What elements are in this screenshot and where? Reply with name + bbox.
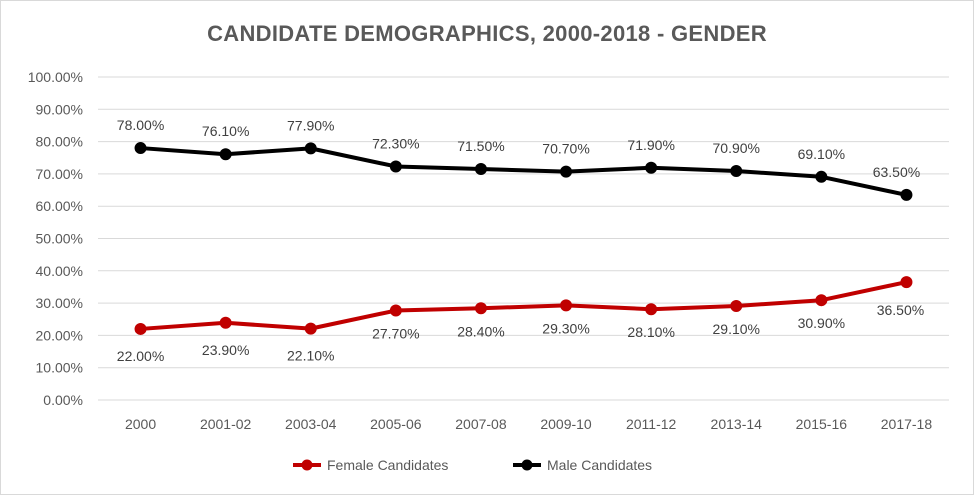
data-point — [219, 148, 232, 161]
series-line — [138, 280, 909, 331]
data-point — [304, 142, 317, 155]
data-point — [900, 188, 913, 201]
series-line — [138, 146, 909, 197]
x-tick-label: 2007-08 — [455, 416, 507, 432]
data-point — [645, 161, 658, 174]
data-label: 36.50% — [877, 302, 924, 318]
y-tick-label: 10.00% — [36, 360, 83, 376]
data-label: 78.00% — [117, 117, 164, 133]
y-tick-label: 0.00% — [43, 392, 83, 408]
x-tick-label: 2001-02 — [200, 416, 252, 432]
data-point — [474, 163, 487, 176]
y-tick-label: 70.00% — [36, 166, 83, 182]
x-tick-label: 2015-16 — [796, 416, 848, 432]
y-tick-label: 100.00% — [28, 69, 83, 85]
data-point — [560, 165, 573, 178]
y-tick-label: 40.00% — [36, 263, 83, 279]
data-label: 71.90% — [627, 137, 674, 153]
data-label: 23.90% — [202, 342, 249, 358]
data-label: 30.90% — [798, 315, 845, 331]
data-point — [815, 294, 828, 307]
data-label: 29.10% — [713, 321, 760, 337]
y-tick-label: 20.00% — [36, 327, 83, 343]
data-point — [134, 142, 147, 155]
data-point — [645, 303, 658, 316]
data-label: 77.90% — [287, 117, 334, 133]
x-tick-label: 2011-12 — [626, 416, 677, 432]
x-tick-label: 2003-04 — [285, 416, 337, 432]
legend-label: Male Candidates — [547, 457, 652, 473]
data-label: 70.70% — [542, 141, 589, 157]
data-label: 28.10% — [627, 324, 674, 340]
data-label: 22.10% — [287, 348, 334, 364]
x-tick-label: 2009-10 — [540, 416, 592, 432]
data-label: 28.40% — [457, 323, 504, 339]
data-label: 71.50% — [457, 138, 504, 154]
data-label: 69.10% — [798, 146, 845, 162]
x-tick-label: 2005-06 — [370, 416, 422, 432]
data-label: 63.50% — [873, 164, 920, 180]
legend-marker — [301, 459, 313, 471]
data-label: 76.10% — [202, 123, 249, 139]
data-label: 27.70% — [372, 326, 419, 342]
x-tick-label: 2000 — [125, 416, 156, 432]
y-tick-label: 50.00% — [36, 231, 83, 247]
x-tick-label: 2013-14 — [711, 416, 763, 432]
data-point — [134, 322, 147, 335]
legend-label: Female Candidates — [327, 457, 448, 473]
y-tick-label: 80.00% — [36, 134, 83, 150]
data-label: 72.30% — [372, 135, 419, 151]
y-tick-label: 30.00% — [36, 295, 83, 311]
y-tick-label: 90.00% — [36, 101, 83, 117]
data-label: 29.30% — [542, 320, 589, 336]
y-tick-label: 60.00% — [36, 198, 83, 214]
data-point — [219, 316, 232, 329]
data-point — [900, 276, 913, 289]
data-label: 70.90% — [713, 140, 760, 156]
data-point — [560, 299, 573, 312]
chart-title: CANDIDATE DEMOGRAPHICS, 2000-2018 - GEND… — [207, 21, 767, 46]
data-point — [730, 300, 743, 313]
x-tick-label: 2017-18 — [881, 416, 933, 432]
data-point — [389, 304, 402, 317]
data-point — [730, 164, 743, 177]
data-label: 22.00% — [117, 348, 164, 364]
data-point — [815, 170, 828, 183]
data-point — [304, 322, 317, 335]
data-point — [389, 160, 402, 173]
legend-marker — [521, 459, 533, 471]
data-point — [474, 302, 487, 315]
